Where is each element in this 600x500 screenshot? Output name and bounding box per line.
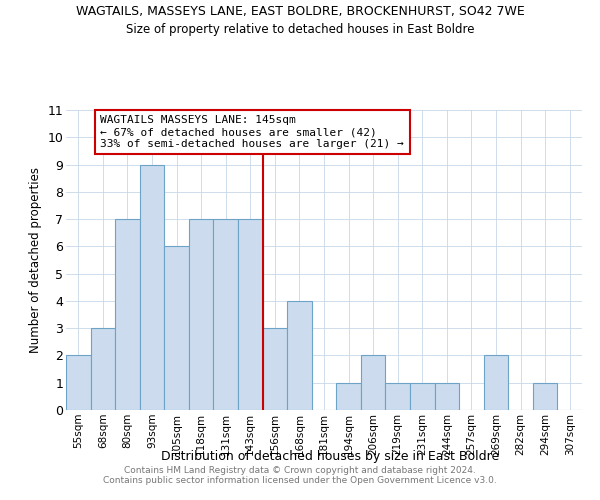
Y-axis label: Number of detached properties: Number of detached properties [29,167,42,353]
Bar [115,219,140,410]
Text: Contains HM Land Registry data © Crown copyright and database right 2024.
Contai: Contains HM Land Registry data © Crown c… [103,466,497,485]
Bar [66,356,91,410]
Text: WAGTAILS MASSEYS LANE: 145sqm
← 67% of detached houses are smaller (42)
33% of s: WAGTAILS MASSEYS LANE: 145sqm ← 67% of d… [100,116,404,148]
Bar [91,328,115,410]
Bar [140,164,164,410]
Bar [189,219,214,410]
Bar [214,219,238,410]
Text: Distribution of detached houses by size in East Boldre: Distribution of detached houses by size … [161,450,499,463]
Bar [361,356,385,410]
Bar [484,356,508,410]
Bar [410,382,434,410]
Bar [533,382,557,410]
Bar [287,301,312,410]
Bar [164,246,189,410]
Bar [434,382,459,410]
Text: Size of property relative to detached houses in East Boldre: Size of property relative to detached ho… [126,22,474,36]
Bar [238,219,263,410]
Bar [336,382,361,410]
Bar [263,328,287,410]
Bar [385,382,410,410]
Text: WAGTAILS, MASSEYS LANE, EAST BOLDRE, BROCKENHURST, SO42 7WE: WAGTAILS, MASSEYS LANE, EAST BOLDRE, BRO… [76,5,524,18]
